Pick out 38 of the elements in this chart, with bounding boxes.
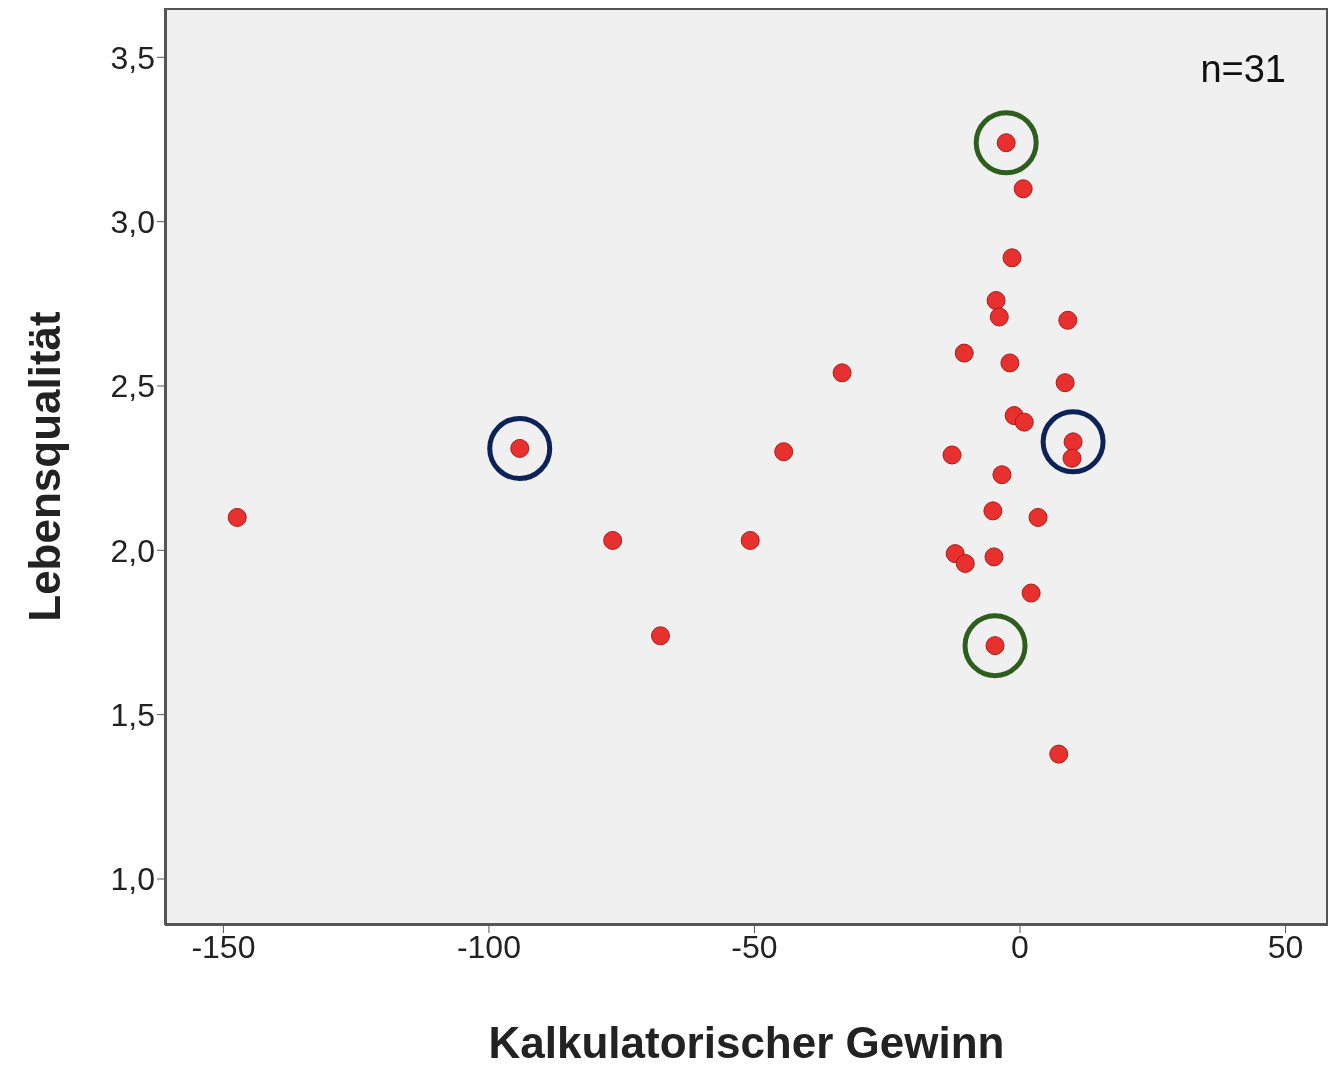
y-tick-label: 1,0	[110, 861, 155, 898]
point	[1002, 248, 1022, 268]
y-tick-label: 2,5	[110, 368, 155, 405]
point	[1058, 310, 1078, 330]
point	[989, 307, 1009, 327]
point	[603, 530, 623, 550]
point	[1062, 448, 1082, 468]
point	[740, 530, 760, 550]
point	[1014, 412, 1034, 432]
point	[774, 442, 794, 462]
point	[832, 363, 852, 383]
x-tick-label: 50	[1267, 928, 1304, 965]
point	[1013, 179, 1033, 199]
point	[955, 553, 975, 573]
point	[650, 626, 670, 646]
point	[1028, 507, 1048, 527]
point	[992, 465, 1012, 485]
y-tick-label: 2,0	[110, 532, 155, 569]
annotation: n=31	[1200, 48, 1286, 91]
point	[1055, 373, 1075, 393]
x-tick-label: -100	[456, 928, 521, 965]
x-tick-label: 0	[1011, 928, 1029, 965]
x-tick-label: -50	[731, 928, 778, 965]
point	[227, 507, 247, 527]
point	[983, 501, 1003, 521]
point	[984, 547, 1004, 567]
x-axis-title: Kalkulatorischer Gewinn	[488, 1018, 1005, 1067]
point	[942, 445, 962, 465]
point	[1049, 744, 1069, 764]
point	[986, 291, 1006, 311]
x-tick-label: -150	[191, 928, 256, 965]
point	[1000, 353, 1020, 373]
y-tick-label: 1,5	[110, 697, 155, 734]
y-axis-title: Lebensqualität	[19, 310, 69, 622]
point	[954, 343, 974, 363]
y-tick-label: 3,0	[110, 204, 155, 240]
point	[1021, 583, 1041, 603]
y-tick-label: 3,5	[110, 39, 155, 76]
